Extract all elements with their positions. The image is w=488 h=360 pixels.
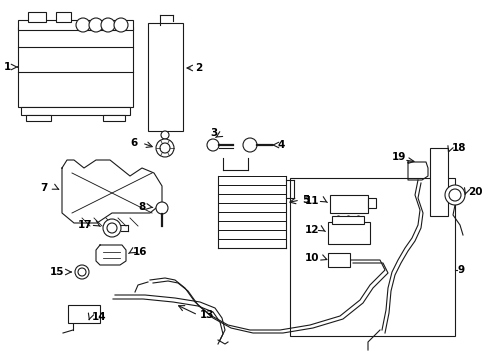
Circle shape [114, 18, 128, 32]
Bar [327, 222, 369, 244]
Bar [18, 27, 133, 107]
Text: 12: 12 [305, 225, 319, 235]
Circle shape [243, 138, 257, 152]
Text: 13: 13 [200, 310, 214, 320]
Text: 19: 19 [391, 152, 406, 162]
Circle shape [76, 18, 90, 32]
Circle shape [206, 139, 219, 151]
Text: 4: 4 [278, 140, 285, 150]
Text: 11: 11 [305, 196, 319, 206]
Circle shape [444, 185, 464, 205]
Bar [148, 23, 183, 131]
Circle shape [78, 268, 86, 276]
Text: 14: 14 [92, 312, 106, 322]
Circle shape [156, 139, 174, 157]
Text: 18: 18 [451, 143, 466, 153]
Circle shape [448, 189, 460, 201]
Bar [103, 115, 125, 121]
Circle shape [107, 223, 117, 233]
Text: 8: 8 [138, 202, 145, 212]
Bar [21, 107, 130, 115]
Bar [327, 253, 349, 267]
Text: 2: 2 [195, 63, 202, 73]
Text: 16: 16 [133, 247, 147, 257]
Circle shape [103, 219, 121, 237]
Bar [329, 195, 367, 213]
Text: 6: 6 [130, 138, 137, 148]
Text: 3: 3 [209, 128, 217, 138]
Text: 17: 17 [78, 220, 92, 230]
Bar [429, 148, 447, 216]
Text: 20: 20 [467, 187, 482, 197]
Circle shape [75, 265, 89, 279]
Circle shape [89, 18, 103, 32]
Text: 5: 5 [302, 195, 308, 205]
Bar [26, 115, 51, 121]
Text: 15: 15 [50, 267, 64, 277]
Bar [28, 12, 46, 22]
Text: 10: 10 [305, 253, 319, 263]
Bar [18, 20, 133, 30]
Circle shape [156, 202, 168, 214]
Text: 9: 9 [457, 265, 464, 275]
Circle shape [101, 18, 115, 32]
Text: 1: 1 [4, 62, 11, 72]
Circle shape [161, 131, 169, 139]
Text: 7: 7 [40, 183, 47, 193]
Bar [56, 12, 71, 22]
Bar [331, 216, 363, 224]
Bar [289, 178, 454, 336]
Bar [68, 305, 100, 323]
Bar [367, 198, 375, 208]
Circle shape [160, 143, 170, 153]
